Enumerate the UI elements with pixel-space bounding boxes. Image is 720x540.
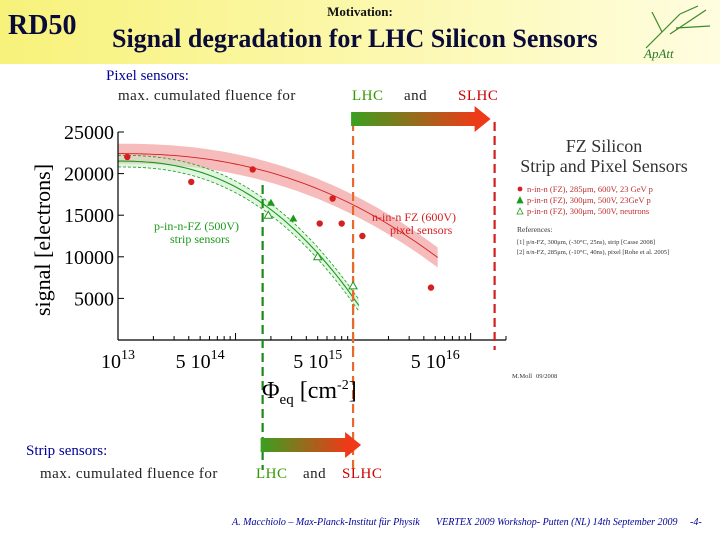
pixel-data-point [249,166,256,173]
signal-vs-fluence-chart: 25000 20000 15000 10000 5000 1013 5 1014 5 1015… [30,106,688,470]
pixel-and-label: and [404,88,428,104]
pixel-data-point [124,153,131,161]
reference-entry: [1] p/n-FZ, 300μm, (-30°C, 25ns), strip … [517,239,655,246]
legend-title-line2: Strip and Pixel Sensors [520,156,688,176]
experiment-logo: ApAtt [643,5,711,61]
y-tick-label: 20000 [64,164,114,186]
y-tick-label: 25000 [64,122,114,144]
pixel-fit-curve [118,153,438,258]
credit-date: 09/2008 [536,373,557,380]
pixel-data-point [329,195,336,202]
strip-fit-curve [118,154,360,300]
arrow-head [474,106,491,132]
legend-marker-triangle [516,207,524,215]
legend-entry: n-in-n (FZ), 285μm, 600V, 23 GeV p [527,184,653,194]
x-tick-label: 1013 [101,348,135,373]
strip-fit-band [118,155,359,312]
y-tick-label: 5000 [74,288,114,310]
footer-event: VERTEX 2009 Workshop- Putten (NL) 14th S… [436,517,678,528]
credit-author: M.Moll [512,373,532,380]
x-axis-label: Φeq [cm-2] [262,378,357,408]
pixel-annotation-line1: n-in-n FZ (600V) [372,210,456,224]
strip-neutron-data-point [263,210,274,219]
x-tick-label: 5 1016 [411,348,460,373]
legend-entry: p-in-n (FZ), 300μm, 500V, neutrons [527,206,649,216]
pixel-slhc-label: SLHC [458,88,499,104]
strip-proton-data-point [266,198,275,206]
footer-author: A. Macchiolo – Max-Planck-Institut für P… [232,517,420,528]
y-tick-label: 15000 [64,205,114,227]
y-axis-label: signal [electrons] [30,164,55,316]
legend-title-line1: FZ Silicon [566,136,643,156]
pixel-annotation-line2: pixel sensors [390,223,453,237]
legend-entry: p-in-n (FZ), 300μm, 500V, 23GeV p [527,195,651,205]
pixel-data-point [188,178,195,186]
arrow-head [345,432,362,458]
strip-lhc-label: LHC [256,466,288,482]
collaboration-name: RD50 [8,10,77,41]
strip-fluence-text: max. cumulated fluence for [40,466,218,482]
strip-neutron-data-point [348,280,358,290]
title-bar: RD50 Motivation: Signal degradation for … [0,0,720,64]
strip-fluence-arrow [260,432,362,458]
reference-entry: [2] n/n-FZ, 285μm, (-10°C, 40ns), pixel … [517,249,669,256]
strip-and-label: and [303,466,327,482]
svg-text:ApAtt: ApAtt [643,46,674,61]
pixel-data-point [427,284,435,291]
legend-marker-triangle [516,196,524,204]
strip-heading: Strip sensors: [26,443,108,459]
legend-marker-dot [517,186,523,192]
x-tick-label: 5 1014 [176,348,225,373]
strip-fit-curve [117,166,360,312]
section-label: Motivation: [327,4,393,19]
strip-annotation-line2: strip sensors [170,232,230,246]
page-number: -4- [690,517,702,528]
strip-neutron-data-point [312,251,323,261]
pixel-data-point [316,220,323,227]
slide-title: Signal degradation for LHC Silicon Senso… [112,24,598,53]
pixel-heading: Pixel sensors: [106,68,189,84]
pixel-data-point [338,220,345,227]
strip-slhc-label: SLHC [342,466,383,482]
strip-proton-data-point [289,214,298,222]
pixel-lhc-label: LHC [352,88,384,104]
arrow-body [351,112,477,126]
arrow-body [260,438,348,452]
pixel-fluence-arrow [351,106,491,132]
strip-annotation-line1: p-in-n-FZ (500V) [154,219,239,233]
pixel-fluence-text: max. cumulated fluence for [118,88,296,104]
y-tick-label: 10000 [64,247,114,269]
pixel-data-point [359,232,366,240]
x-tick-label: 5 1015 [293,348,342,373]
references-title: References: [517,225,552,234]
